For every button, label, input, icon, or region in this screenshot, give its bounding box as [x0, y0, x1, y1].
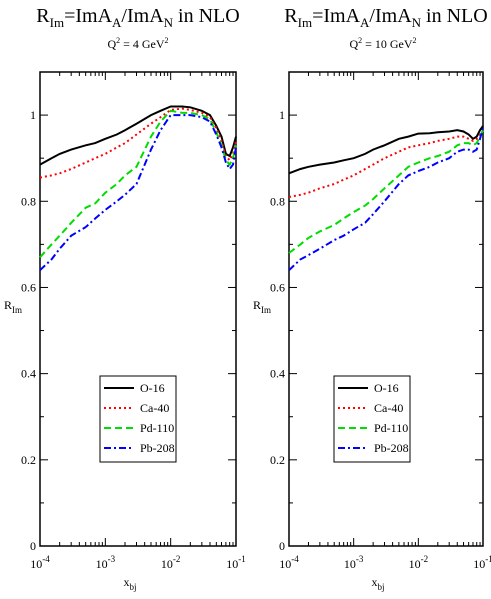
- legend-label: O-16: [374, 381, 399, 395]
- y-tick-label: 0: [279, 539, 285, 553]
- y-tick-label: 0.2: [270, 453, 285, 467]
- series-line-pd-110: [39, 109, 237, 258]
- y-tick-label: 0.8: [21, 194, 36, 208]
- legend-label: O-16: [140, 381, 165, 395]
- legend-label: Pb-208: [374, 441, 409, 455]
- y-tick-label: 0: [30, 539, 36, 553]
- legend-label: Ca-40: [374, 401, 403, 415]
- y-axis-label: RIm: [4, 298, 22, 315]
- series-line-ca-40: [39, 107, 237, 179]
- x-tick-label: 10-3: [344, 554, 364, 571]
- x-tick-label: 10-3: [96, 554, 116, 571]
- chart-title: RIm=ImAA/ImAN in NLO: [36, 5, 239, 30]
- series-line-pb-208: [39, 114, 237, 271]
- x-axis-label: xbj: [123, 575, 136, 592]
- plot-frame: [39, 71, 237, 547]
- x-tick-label: 10-2: [409, 554, 429, 571]
- chart-panel-2: RIm=ImAA/ImAN in NLO Q2 = 10 GeV2 0 0.2 0.4 0…: [253, 5, 491, 592]
- x-tick-label: 10-2: [161, 554, 181, 571]
- legend-label: Pd-110: [374, 421, 408, 435]
- y-tick-label: 0.6: [21, 280, 36, 294]
- y-tick-label: 0.4: [21, 367, 36, 381]
- chart-subtitle: Q2 = 10 GeV2: [349, 36, 416, 51]
- chart-panel-1: RIm=ImAA/ImAN in NLO Q2 = 4 GeV2 0 0.2 0.4 0.…: [4, 5, 246, 592]
- series-line-o-16: [39, 105, 237, 166]
- y-axis-label: RIm: [253, 298, 271, 315]
- y-tick-label: 0.8: [270, 194, 285, 208]
- y-tick-label: 1: [279, 108, 285, 122]
- legend-label: Ca-40: [140, 401, 169, 415]
- y-tick-label: 0.2: [21, 453, 36, 467]
- x-tick-label: 10-1: [473, 554, 491, 571]
- x-tick-label: 10-4: [279, 554, 299, 571]
- chart-title: RIm=ImAA/ImAN in NLO: [284, 5, 487, 30]
- series-line-o-16: [288, 125, 484, 175]
- chart-subtitle: Q2 = 4 GeV2: [107, 36, 168, 51]
- legend-box: [333, 375, 411, 463]
- plot-frame: [288, 71, 484, 547]
- legend-label: Pb-208: [140, 441, 175, 455]
- y-tick-label: 0.4: [270, 367, 285, 381]
- legend: O-16 Ca-40 Pd-110 Pb-208: [99, 375, 177, 463]
- legend: O-16 Ca-40 Pd-110 Pb-208: [333, 375, 411, 463]
- x-tick-label: 10-4: [30, 554, 50, 571]
- x-axis-label: xbj: [371, 575, 384, 592]
- legend-label: Pd-110: [140, 421, 174, 435]
- x-tick-label: 10-1: [226, 554, 246, 571]
- y-tick-label: 1: [30, 108, 36, 122]
- series-line-pb-208: [288, 127, 484, 271]
- legend-box: [99, 375, 177, 463]
- y-tick-label: 0.6: [270, 280, 285, 294]
- series-line-pd-110: [288, 129, 484, 254]
